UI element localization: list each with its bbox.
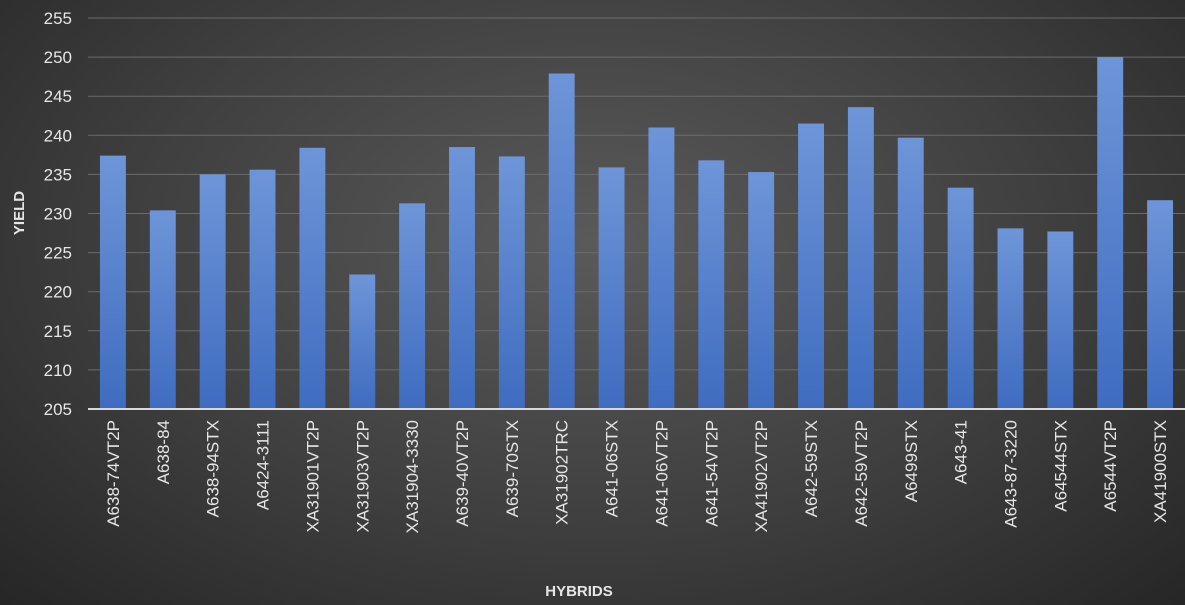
x-tick-label: A64544STX — [1051, 420, 1070, 512]
x-tick-label: A639-70STX — [503, 420, 522, 517]
bar — [748, 172, 775, 409]
x-tick-label: A643-41 — [952, 420, 971, 484]
x-tick-label: A638-94STX — [204, 420, 223, 517]
x-axis-title: HYBRIDS — [545, 583, 613, 600]
bar — [648, 127, 675, 409]
bar — [199, 174, 226, 409]
bar — [598, 167, 625, 409]
y-tick-label: 220 — [44, 283, 72, 302]
bar — [847, 107, 874, 409]
bar — [249, 169, 276, 409]
y-axis-title: YIELD — [11, 191, 28, 235]
bar — [1147, 200, 1174, 409]
x-tick-label: A639-40VT2P — [453, 420, 472, 527]
y-axis-ticks: 205 210 215 220 225 230 235 240 245 250 255 — [44, 9, 72, 419]
y-tick-label: 205 — [44, 400, 72, 419]
x-tick-label: XA41900STX — [1151, 420, 1170, 523]
bars — [99, 57, 1174, 409]
bar — [449, 147, 475, 409]
y-tick-label: 245 — [44, 87, 72, 106]
bar — [1097, 57, 1124, 409]
x-tick-label: XA31904-3330 — [403, 420, 422, 533]
bar — [399, 203, 426, 409]
x-tick-label: A642-59STX — [802, 420, 821, 517]
x-tick-label: A6424-3111 — [254, 420, 273, 510]
y-tick-label: 255 — [44, 9, 72, 28]
bar — [947, 187, 974, 409]
y-tick-label: 215 — [44, 322, 72, 341]
x-axis-ticks: A638-74VT2P A638-84 A638-94STX A6424-3111 XA… — [104, 420, 1170, 533]
y-tick-label: 250 — [44, 48, 72, 67]
bar — [548, 73, 575, 409]
x-tick-label: A638-84 — [154, 420, 173, 484]
bar — [698, 160, 725, 409]
y-tick-label: 235 — [44, 165, 72, 184]
y-tick-label: 230 — [44, 205, 72, 224]
y-tick-label: 225 — [44, 244, 72, 263]
x-tick-label: A6499STX — [902, 420, 921, 502]
y-tick-label: 240 — [44, 126, 72, 145]
bar — [149, 210, 176, 409]
x-tick-label: XA31903VT2P — [353, 420, 372, 532]
x-tick-label: A642-59VT2P — [852, 420, 871, 527]
x-tick-label: A641-06STX — [603, 420, 622, 517]
x-tick-label: A641-54VT2P — [702, 420, 721, 527]
x-tick-label: A643-87-3220 — [1001, 420, 1020, 528]
bar — [498, 156, 525, 409]
x-tick-label: A6544VT2P — [1101, 420, 1120, 512]
x-tick-label: A641-06VT2P — [652, 420, 671, 527]
y-tick-label: 210 — [44, 361, 72, 380]
bar — [99, 155, 126, 409]
x-tick-label: XA31901VT2P — [303, 420, 322, 532]
bar — [299, 147, 326, 409]
bar — [997, 228, 1024, 409]
bar — [897, 137, 924, 409]
x-tick-label: XA31902TRC — [553, 420, 572, 525]
x-tick-label: XA41902VT2P — [752, 420, 771, 532]
bar — [349, 274, 376, 409]
x-tick-label: A638-74VT2P — [104, 420, 123, 527]
bar — [1047, 231, 1074, 409]
bar — [798, 123, 824, 409]
